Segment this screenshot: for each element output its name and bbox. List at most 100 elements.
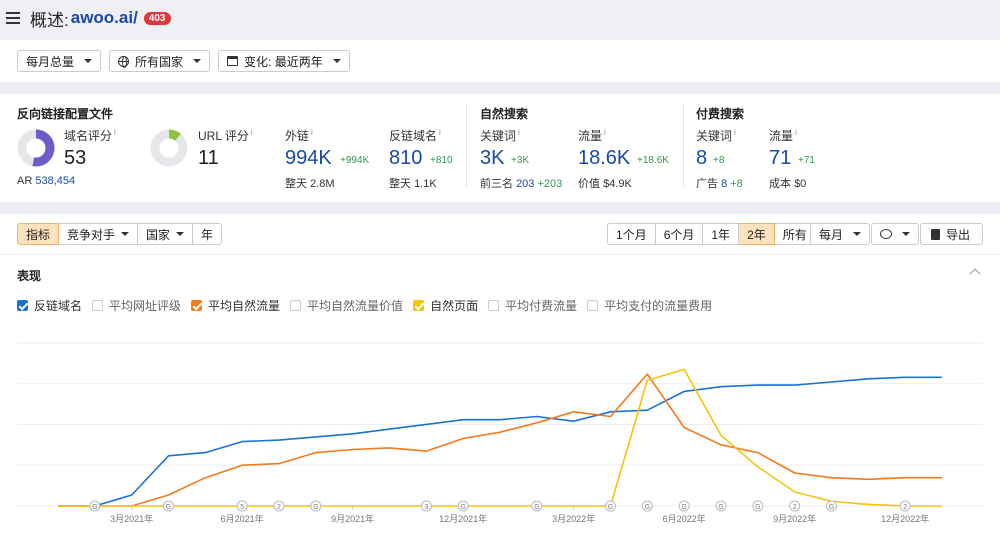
annotation-marker[interactable]: G — [605, 500, 616, 512]
change-dropdown[interactable]: 变化: 最近两年 — [218, 50, 350, 72]
period-dropdown[interactable]: 每月总量 — [17, 50, 102, 72]
annotation-marker-label: G — [755, 504, 760, 511]
annotation-marker[interactable]: G — [457, 500, 469, 512]
checkbox[interactable] — [191, 299, 203, 311]
annotation-marker-label: G — [460, 504, 465, 511]
annotation-marker[interactable]: G — [310, 500, 322, 512]
annotation-marker[interactable]: 2 — [899, 500, 911, 512]
legend-item[interactable]: 反链域名 — [17, 297, 82, 314]
outlinks-value[interactable]: 994K — [285, 147, 332, 169]
menu-icon[interactable] — [6, 12, 20, 24]
range-all[interactable]: 所有 — [774, 223, 816, 245]
annotation-marker-label: 2 — [793, 504, 797, 511]
legend-label: 平均自然流量 — [208, 298, 281, 313]
annotation-marker[interactable]: G — [752, 500, 764, 512]
legend-item[interactable]: 平均付费流量 — [488, 297, 577, 314]
annotations-dropdown[interactable] — [871, 223, 919, 245]
organic-traffic-delta: +18.6K — [637, 155, 669, 166]
tab-year[interactable]: 年 — [193, 223, 223, 245]
paid-traffic-delta: +71 — [798, 155, 815, 166]
range-6-months[interactable]: 6个月 — [655, 223, 704, 245]
ar-value[interactable]: 538,454 — [35, 175, 76, 187]
checkbox[interactable] — [587, 299, 599, 311]
annotation-marker-circle — [531, 500, 543, 512]
legend-label: 平均自然流量价值 — [307, 298, 404, 313]
annotation-marker[interactable]: G — [641, 500, 653, 512]
annotation-marker-circle — [715, 500, 727, 512]
paid-ads: 广告 8 +8 — [696, 178, 743, 190]
ar-readout: AR 538,454 — [17, 175, 76, 187]
chevron-up-icon[interactable] — [969, 268, 981, 280]
interval-dropdown[interactable]: 每月 — [810, 223, 871, 245]
annotation-marker-label: 2 — [277, 504, 281, 511]
range-1-month[interactable]: 1个月 — [607, 223, 656, 245]
legend-item[interactable]: 平均支付的流量费用 — [587, 297, 712, 314]
checkbox[interactable] — [290, 299, 302, 311]
chevron-down-icon — [84, 59, 93, 63]
annotation-marker[interactable]: G — [715, 500, 727, 512]
outlinks-alltime: 整天 2.8M — [285, 178, 335, 190]
organic-keywords-label: 关键词 i — [480, 128, 520, 143]
tab-competitors[interactable]: 竞争对手 — [59, 223, 139, 245]
range-2-years[interactable]: 2年 — [739, 223, 775, 245]
filter-bar: 每月总量 所有国家 变化: 最近两年 — [0, 40, 1000, 82]
export-button[interactable]: 导出 — [920, 223, 984, 245]
annotation-marker-label: G — [608, 504, 613, 511]
section-divider — [466, 103, 467, 187]
range-1-year[interactable]: 1年 — [703, 223, 740, 245]
country-dropdown[interactable]: 所有国家 — [109, 50, 211, 72]
section-divider — [683, 103, 684, 187]
annotation-marker-circle — [457, 500, 469, 512]
page-title-domain[interactable]: awoo.ai/ — [70, 8, 138, 27]
annotation-marker[interactable]: G — [89, 500, 101, 512]
ref-domains-value[interactable]: 810 — [389, 147, 423, 169]
x-tick-label: 3月2021年 — [110, 513, 153, 524]
annotation-marker-label: G — [829, 504, 834, 511]
annotation-marker[interactable]: 2 — [789, 500, 801, 512]
annotation-marker[interactable]: G — [531, 500, 543, 512]
checkbox[interactable] — [17, 299, 28, 311]
annotation-marker-label: G — [92, 504, 97, 511]
series-line — [58, 376, 942, 507]
page-title-prefix: 概述: — [30, 10, 69, 30]
ref-domains-alltime: 整天 1.1K — [389, 178, 437, 190]
calendar-icon — [227, 56, 239, 66]
checkbox[interactable] — [413, 299, 425, 311]
annotation-marker[interactable]: G — [163, 500, 174, 512]
annotation-marker-label: G — [681, 504, 686, 511]
annotation-marker[interactable]: G — [678, 500, 690, 512]
export-button-label: 导出 — [946, 227, 971, 242]
checkbox[interactable] — [488, 299, 500, 311]
paid-keywords-value[interactable]: 8 — [696, 147, 708, 169]
legend-item[interactable]: 平均自然流量价值 — [290, 297, 403, 314]
legend-label: 自然页面 — [430, 298, 479, 313]
performance-chart: 3月2021年 6月2021年 9月2021年 12月2021年 3月2022年 6月20… — [17, 342, 983, 524]
paid-traffic-label: 流量 i — [769, 128, 797, 143]
change-dropdown-label: 变化: 最近两年 — [244, 54, 323, 69]
annotation-marker[interactable]: 5 — [236, 500, 248, 512]
annotation-marker-circle — [605, 500, 616, 512]
organic-traffic-value[interactable]: 18.6K — [578, 147, 631, 169]
annotation-marker-circle — [163, 500, 174, 512]
organic-keywords-value[interactable]: 3K — [480, 147, 505, 169]
legend-item[interactable]: 自然页面 — [413, 297, 478, 314]
annotation-marker[interactable]: 2 — [273, 500, 285, 512]
annotation-marker-circle — [89, 500, 101, 512]
domain-rating-donut — [17, 129, 55, 167]
legend-item[interactable]: 平均自然流量 — [191, 297, 280, 314]
annotation-marker-label: G — [534, 504, 539, 511]
annotation-marker[interactable]: G — [826, 500, 837, 512]
paid-traffic-value[interactable]: 71 — [769, 147, 792, 169]
ref-domains-delta: +810 — [430, 155, 453, 166]
x-tick-label: 6月2021年 — [221, 513, 264, 524]
legend-item[interactable]: 平均网址评级 — [92, 297, 181, 314]
annotation-marker-circle — [310, 500, 322, 512]
series-line — [58, 368, 942, 507]
paid-cost: 成本 $0 — [769, 178, 807, 190]
tab-metrics[interactable]: 指标 — [17, 223, 60, 245]
checkbox[interactable] — [92, 299, 104, 311]
legend-label: 平均支付的流量费用 — [604, 298, 713, 313]
annotation-marker-label: G — [313, 504, 318, 511]
annotation-marker[interactable]: 3 — [420, 500, 432, 512]
tab-country[interactable]: 国家 — [138, 223, 194, 245]
